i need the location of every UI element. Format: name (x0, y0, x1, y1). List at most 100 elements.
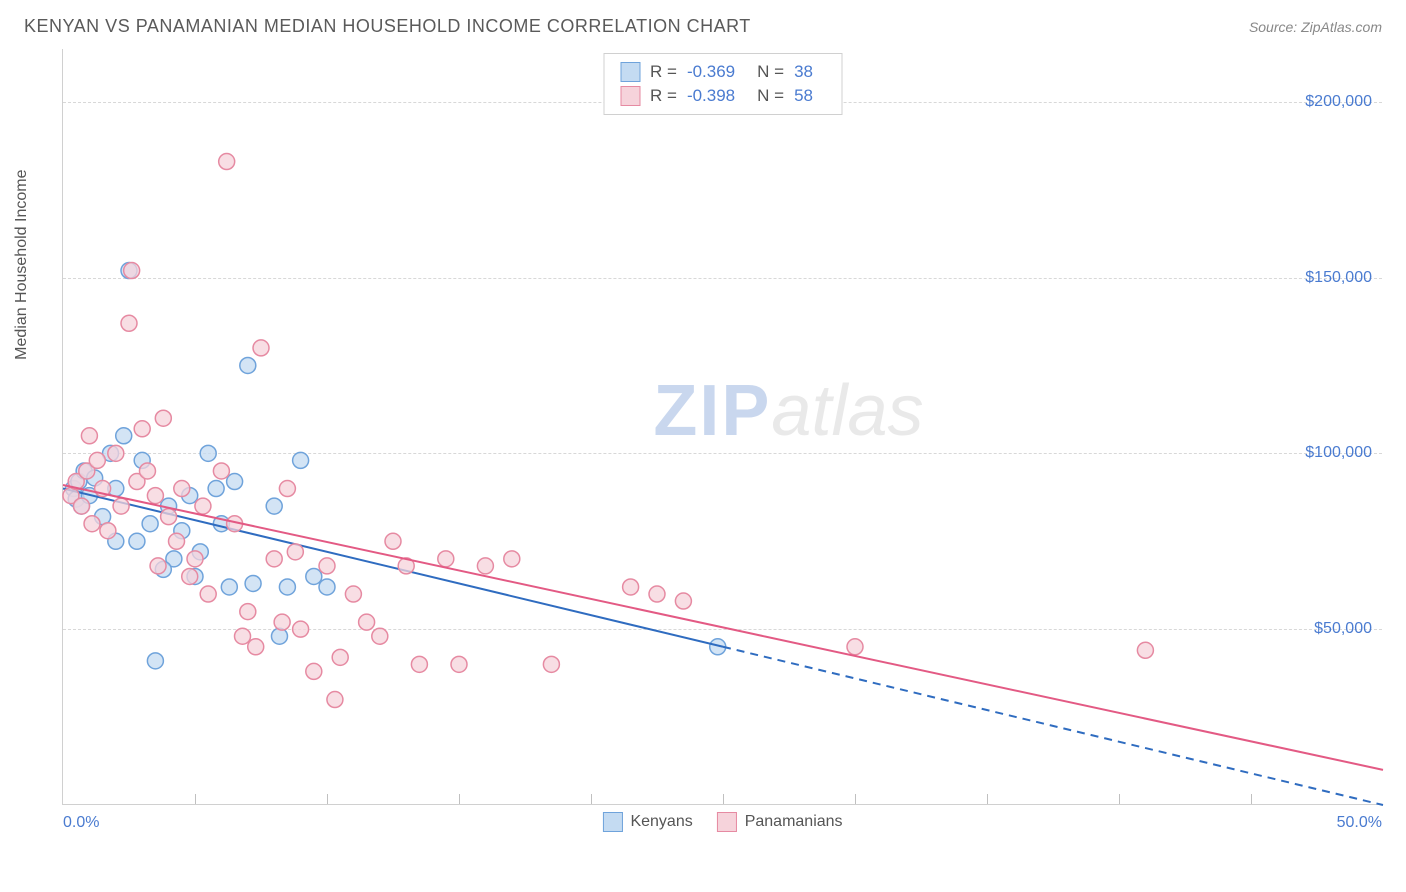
scatter-point-panamanians (847, 639, 863, 655)
legend-item-kenyans: Kenyans (602, 812, 692, 832)
scatter-point-panamanians (124, 263, 140, 279)
scatter-point-kenyans (227, 474, 243, 490)
regression-dashed-kenyans (723, 647, 1383, 805)
scatter-point-panamanians (161, 509, 177, 525)
y-tick-label: $200,000 (1305, 93, 1372, 111)
legend-label-kenyans: Kenyans (630, 813, 692, 831)
r-value-kenyans: -0.369 (687, 62, 735, 82)
scatter-point-panamanians (543, 656, 559, 672)
scatter-point-kenyans (240, 357, 256, 373)
scatter-point-panamanians (438, 551, 454, 567)
scatter-point-panamanians (150, 558, 166, 574)
scatter-point-kenyans (319, 579, 335, 595)
scatter-point-panamanians (100, 523, 116, 539)
chart-title: KENYAN VS PANAMANIAN MEDIAN HOUSEHOLD IN… (24, 16, 751, 37)
n-label-0: N = (757, 62, 784, 82)
scatter-point-panamanians (319, 558, 335, 574)
r-value-panamanians: -0.398 (687, 86, 735, 106)
scatter-point-kenyans (306, 568, 322, 584)
stats-legend-box: R = -0.369 N = 38 R = -0.398 N = 58 (603, 53, 842, 115)
bottom-legend: Kenyans Panamanians (602, 812, 842, 832)
scatter-point-panamanians (411, 656, 427, 672)
scatter-point-kenyans (142, 516, 158, 532)
scatter-point-panamanians (84, 516, 100, 532)
scatter-point-kenyans (245, 575, 261, 591)
scatter-point-panamanians (345, 586, 361, 602)
plot-svg (63, 49, 1382, 804)
scatter-point-kenyans (200, 445, 216, 461)
x-tick (987, 794, 988, 804)
scatter-point-panamanians (359, 614, 375, 630)
scatter-point-panamanians (287, 544, 303, 560)
regression-line-panamanians (63, 485, 1383, 770)
scatter-point-panamanians (372, 628, 388, 644)
scatter-point-panamanians (385, 533, 401, 549)
x-tick (327, 794, 328, 804)
scatter-point-panamanians (327, 692, 343, 708)
plot-area: ZIPatlas R = -0.369 N = 38 R = -0.398 N … (62, 49, 1382, 805)
scatter-point-panamanians (81, 428, 97, 444)
swatch-kenyans (620, 62, 640, 82)
x-tick (195, 794, 196, 804)
x-tick (591, 794, 592, 804)
scatter-point-panamanians (253, 340, 269, 356)
scatter-point-panamanians (187, 551, 203, 567)
x-tick (1251, 794, 1252, 804)
chart-container: Median Household Income ZIPatlas R = -0.… (24, 49, 1382, 805)
x-tick (459, 794, 460, 804)
scatter-point-panamanians (266, 551, 282, 567)
scatter-point-kenyans (116, 428, 132, 444)
x-tick-label: 50.0% (1337, 814, 1382, 832)
scatter-point-panamanians (195, 498, 211, 514)
scatter-point-kenyans (221, 579, 237, 595)
chart-header: KENYAN VS PANAMANIAN MEDIAN HOUSEHOLD IN… (0, 0, 1406, 49)
scatter-point-panamanians (73, 498, 89, 514)
scatter-point-panamanians (279, 481, 295, 497)
source-label: Source: (1249, 19, 1301, 35)
x-tick (723, 794, 724, 804)
scatter-point-kenyans (208, 481, 224, 497)
scatter-point-panamanians (219, 154, 235, 170)
scatter-point-panamanians (274, 614, 290, 630)
scatter-point-kenyans (293, 452, 309, 468)
scatter-point-panamanians (134, 421, 150, 437)
scatter-point-panamanians (235, 628, 251, 644)
scatter-point-panamanians (504, 551, 520, 567)
y-tick-label: $150,000 (1305, 269, 1372, 287)
scatter-point-panamanians (147, 488, 163, 504)
scatter-point-kenyans (271, 628, 287, 644)
scatter-point-panamanians (182, 568, 198, 584)
y-tick-label: $100,000 (1305, 444, 1372, 462)
source-attribution: Source: ZipAtlas.com (1249, 19, 1382, 35)
r-label-1: R = (650, 86, 677, 106)
x-tick (855, 794, 856, 804)
n-label-1: N = (757, 86, 784, 106)
scatter-point-panamanians (649, 586, 665, 602)
scatter-point-panamanians (240, 604, 256, 620)
scatter-point-panamanians (200, 586, 216, 602)
n-value-panamanians: 58 (794, 86, 813, 106)
n-value-kenyans: 38 (794, 62, 813, 82)
scatter-point-panamanians (113, 498, 129, 514)
scatter-point-panamanians (332, 649, 348, 665)
x-tick-label: 0.0% (63, 814, 99, 832)
legend-label-panamanians: Panamanians (745, 813, 843, 831)
legend-swatch-kenyans (602, 812, 622, 832)
r-label-0: R = (650, 62, 677, 82)
legend-item-panamanians: Panamanians (717, 812, 843, 832)
scatter-point-panamanians (1137, 642, 1153, 658)
scatter-point-panamanians (108, 445, 124, 461)
scatter-point-panamanians (121, 315, 137, 331)
scatter-point-panamanians (174, 481, 190, 497)
scatter-point-kenyans (129, 533, 145, 549)
swatch-panamanians (620, 86, 640, 106)
scatter-point-kenyans (279, 579, 295, 595)
scatter-point-panamanians (89, 452, 105, 468)
x-tick (1119, 794, 1120, 804)
scatter-point-kenyans (266, 498, 282, 514)
scatter-point-panamanians (139, 463, 155, 479)
scatter-point-panamanians (169, 533, 185, 549)
scatter-point-kenyans (147, 653, 163, 669)
scatter-point-panamanians (248, 639, 264, 655)
scatter-point-panamanians (477, 558, 493, 574)
